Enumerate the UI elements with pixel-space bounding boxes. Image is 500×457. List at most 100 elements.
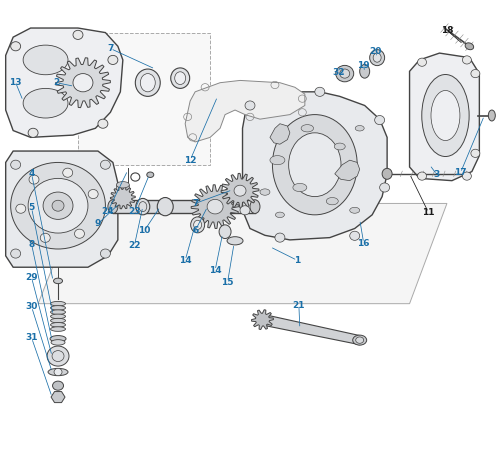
Ellipse shape <box>352 335 366 345</box>
Circle shape <box>315 87 325 96</box>
Polygon shape <box>410 53 480 181</box>
Ellipse shape <box>422 74 469 156</box>
Ellipse shape <box>288 133 341 197</box>
Text: 2: 2 <box>54 78 60 87</box>
Ellipse shape <box>355 126 364 131</box>
Polygon shape <box>113 200 255 213</box>
Ellipse shape <box>50 319 66 323</box>
Ellipse shape <box>54 278 62 284</box>
Circle shape <box>10 160 20 169</box>
Ellipse shape <box>356 337 364 343</box>
Text: 14: 14 <box>179 256 192 265</box>
Polygon shape <box>335 160 359 181</box>
Circle shape <box>62 168 72 177</box>
Circle shape <box>374 116 384 125</box>
Ellipse shape <box>250 200 260 213</box>
Ellipse shape <box>136 69 160 96</box>
Ellipse shape <box>350 207 360 213</box>
Ellipse shape <box>194 220 202 229</box>
Text: 21: 21 <box>292 301 305 309</box>
Circle shape <box>28 178 88 233</box>
Circle shape <box>350 231 360 240</box>
Polygon shape <box>51 392 65 403</box>
Text: 10: 10 <box>138 226 150 235</box>
Polygon shape <box>78 32 210 165</box>
Ellipse shape <box>190 217 204 233</box>
Polygon shape <box>191 185 239 228</box>
Ellipse shape <box>50 310 66 314</box>
Text: 30: 30 <box>26 303 38 311</box>
Text: 17: 17 <box>454 169 466 177</box>
Ellipse shape <box>50 335 66 342</box>
Circle shape <box>471 69 480 78</box>
Text: 7: 7 <box>192 199 198 208</box>
Text: 16: 16 <box>358 239 370 248</box>
Polygon shape <box>116 185 130 202</box>
Ellipse shape <box>136 198 150 215</box>
Text: 15: 15 <box>222 278 234 287</box>
Circle shape <box>336 65 353 82</box>
Ellipse shape <box>23 45 68 75</box>
Ellipse shape <box>23 88 68 118</box>
Circle shape <box>74 229 85 238</box>
Text: 19: 19 <box>358 61 370 70</box>
Ellipse shape <box>276 212 284 218</box>
Polygon shape <box>38 203 447 303</box>
Ellipse shape <box>50 302 66 306</box>
Polygon shape <box>252 310 274 329</box>
Ellipse shape <box>170 68 190 88</box>
Circle shape <box>275 233 285 242</box>
Text: 6: 6 <box>192 226 198 235</box>
Circle shape <box>418 58 426 66</box>
Circle shape <box>40 233 50 242</box>
Text: 1: 1 <box>294 256 300 265</box>
Circle shape <box>380 183 390 192</box>
Ellipse shape <box>50 306 66 310</box>
Circle shape <box>207 199 223 214</box>
Text: 4: 4 <box>28 170 35 178</box>
Ellipse shape <box>334 143 345 150</box>
Ellipse shape <box>488 110 496 121</box>
Polygon shape <box>270 124 290 144</box>
Circle shape <box>73 30 83 39</box>
Text: 20: 20 <box>370 47 382 56</box>
Text: 29: 29 <box>26 273 38 282</box>
Circle shape <box>108 55 118 64</box>
Ellipse shape <box>52 381 64 390</box>
Polygon shape <box>185 80 305 142</box>
Text: 13: 13 <box>10 78 22 87</box>
Ellipse shape <box>108 200 118 213</box>
Ellipse shape <box>227 237 243 245</box>
Ellipse shape <box>50 327 66 331</box>
Ellipse shape <box>48 368 68 376</box>
Polygon shape <box>221 173 259 208</box>
Text: 22: 22 <box>128 241 140 250</box>
Ellipse shape <box>272 115 357 215</box>
Circle shape <box>340 69 349 78</box>
Polygon shape <box>110 186 136 209</box>
Ellipse shape <box>140 74 156 92</box>
Circle shape <box>98 119 108 128</box>
Ellipse shape <box>174 72 186 85</box>
Ellipse shape <box>301 125 314 132</box>
Polygon shape <box>6 28 123 138</box>
Text: 3: 3 <box>434 170 440 179</box>
Ellipse shape <box>382 168 392 179</box>
Polygon shape <box>242 92 387 240</box>
Circle shape <box>52 200 64 211</box>
Circle shape <box>88 190 98 199</box>
Circle shape <box>10 249 20 258</box>
Ellipse shape <box>158 197 173 216</box>
Ellipse shape <box>360 64 370 78</box>
Circle shape <box>471 149 480 157</box>
Text: 11: 11 <box>422 208 435 217</box>
Circle shape <box>245 101 255 110</box>
Ellipse shape <box>50 323 66 327</box>
Circle shape <box>47 346 69 366</box>
Ellipse shape <box>270 155 285 165</box>
Text: 12: 12 <box>184 156 196 165</box>
Ellipse shape <box>147 172 154 177</box>
Text: 31: 31 <box>26 333 38 342</box>
Circle shape <box>73 74 93 92</box>
Ellipse shape <box>50 314 66 319</box>
